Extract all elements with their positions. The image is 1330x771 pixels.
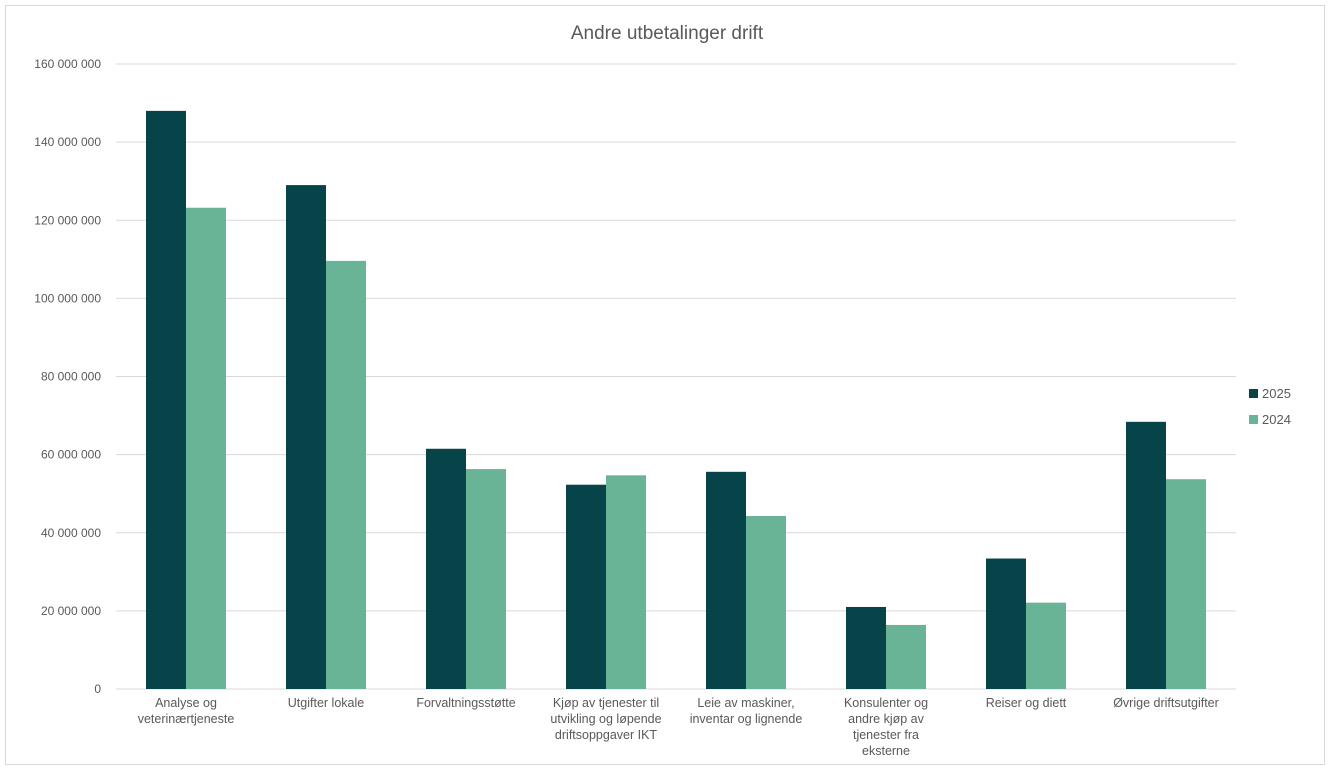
x-category-label: Leie av maskiner, inventar og lignende <box>690 696 803 726</box>
bar-2024-8 <box>1166 479 1206 689</box>
x-category-label: Konsulenter og andre kjøp av tjenester fra… <box>844 696 928 758</box>
x-category-label: Kjøp av tjenester til utvikling og løpend… <box>550 696 661 742</box>
bar-2025-4 <box>566 484 606 689</box>
y-tick-label: 80 000 000 <box>41 370 101 384</box>
y-tick-label: 20 000 000 <box>41 604 101 618</box>
bar-2025-1 <box>146 110 186 689</box>
bar-2024-3 <box>466 469 506 689</box>
bar-2025-8 <box>1126 421 1166 689</box>
legend-swatch-2025 <box>1249 389 1258 398</box>
bar-2024-6 <box>886 624 926 689</box>
y-tick-label: 100 000 000 <box>34 291 101 305</box>
y-tick-label: 60 000 000 <box>41 448 101 462</box>
y-axis-tick-labels: 0 20 000 000 40 000 000 60 000 000 80 000 00… <box>34 57 101 696</box>
x-category-label: Øvrige driftsutgifter <box>1113 696 1219 710</box>
bar-2025-2 <box>286 185 326 689</box>
bar-2024-2 <box>326 260 366 689</box>
y-tick-label: 140 000 000 <box>34 135 101 149</box>
legend: 2025 2024 <box>1249 386 1291 427</box>
chart-title: Andre utbetalinger drift <box>571 23 764 44</box>
bars <box>146 110 1206 689</box>
bar-2024-4 <box>606 475 646 689</box>
chart-area: Andre utbetalinger drift 0 20 000 000 40 0… <box>5 5 1325 765</box>
x-axis-category-labels: Analyse og veterinærtjeneste Utgifter loka… <box>138 696 1219 758</box>
bar-2024-1 <box>186 207 226 689</box>
y-tick-label: 40 000 000 <box>41 526 101 540</box>
x-category-label: Reiser og diett <box>986 696 1067 710</box>
bar-2025-3 <box>426 448 466 689</box>
legend-label-2024: 2024 <box>1262 412 1291 427</box>
gridlines <box>116 63 1236 690</box>
bar-2024-7 <box>1026 602 1066 689</box>
x-category-label: Analyse og veterinærtjeneste <box>138 696 235 726</box>
y-tick-label: 0 <box>94 682 101 696</box>
y-tick-label: 120 000 000 <box>34 213 101 227</box>
bar-2025-5 <box>706 471 746 689</box>
bar-2025-6 <box>846 606 886 689</box>
x-category-label: Forvaltningsstøtte <box>416 696 515 710</box>
x-category-label: Utgifter lokale <box>288 696 364 710</box>
legend-swatch-2024 <box>1249 415 1258 424</box>
bar-chart: Andre utbetalinger drift 0 20 000 000 40 0… <box>34 23 1291 758</box>
y-tick-label: 160 000 000 <box>34 57 101 71</box>
bar-2024-5 <box>746 515 786 689</box>
bar-2025-7 <box>986 558 1026 689</box>
legend-label-2025: 2025 <box>1262 386 1291 401</box>
